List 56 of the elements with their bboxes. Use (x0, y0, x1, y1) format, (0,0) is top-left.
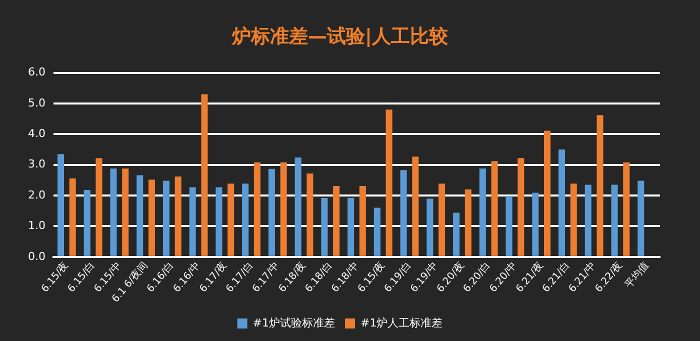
y-tick-label: 3.0 (28, 158, 46, 171)
bar (174, 176, 182, 256)
bar (570, 184, 577, 256)
bar (57, 154, 64, 256)
chart-title: 炉标准差—试验|人工比较 (231, 25, 449, 48)
bar (544, 130, 551, 256)
bar (162, 180, 170, 256)
bar (584, 184, 592, 256)
legend-label: #1炉人工标准差 (360, 316, 443, 330)
bar (464, 189, 472, 256)
bar (558, 150, 566, 256)
bar (321, 198, 328, 256)
bar (242, 184, 249, 256)
x-tick-label: 平均值 (622, 260, 652, 290)
bar (374, 208, 380, 256)
bar (122, 168, 129, 256)
bar (491, 161, 498, 256)
bar (189, 187, 196, 256)
bar (268, 168, 275, 256)
bar (201, 94, 208, 256)
bar (280, 162, 287, 256)
y-tick-label: 0.0 (28, 250, 46, 263)
bar (596, 115, 604, 256)
bar (400, 170, 407, 256)
bar (611, 184, 618, 256)
bar (438, 184, 446, 256)
bar (294, 157, 302, 256)
bar (84, 190, 90, 256)
bar (506, 196, 512, 256)
bar (148, 180, 155, 256)
y-tick-label: 4.0 (28, 127, 46, 140)
bar (333, 186, 340, 256)
bar (110, 168, 117, 256)
bar (518, 158, 524, 256)
bar (638, 180, 644, 256)
bar (532, 192, 539, 256)
bar (479, 168, 486, 256)
bar (228, 184, 234, 256)
bar (412, 156, 419, 256)
y-tick-label: 1.0 (28, 219, 46, 232)
y-tick-label: 5.0 (28, 96, 46, 110)
bar (348, 198, 354, 256)
bar (254, 162, 260, 256)
bar (96, 158, 102, 256)
bar (306, 173, 314, 256)
legend-label: #1炉试验标准差 (252, 316, 336, 330)
bar (386, 110, 392, 256)
bar (453, 212, 460, 256)
bar (623, 162, 630, 256)
bar (426, 198, 434, 256)
y-tick-label: 2.0 (28, 188, 46, 202)
bar (136, 175, 144, 256)
bar (359, 186, 366, 256)
bar (69, 178, 76, 256)
bar (216, 187, 222, 256)
y-tick-label: 6.0 (28, 66, 46, 79)
